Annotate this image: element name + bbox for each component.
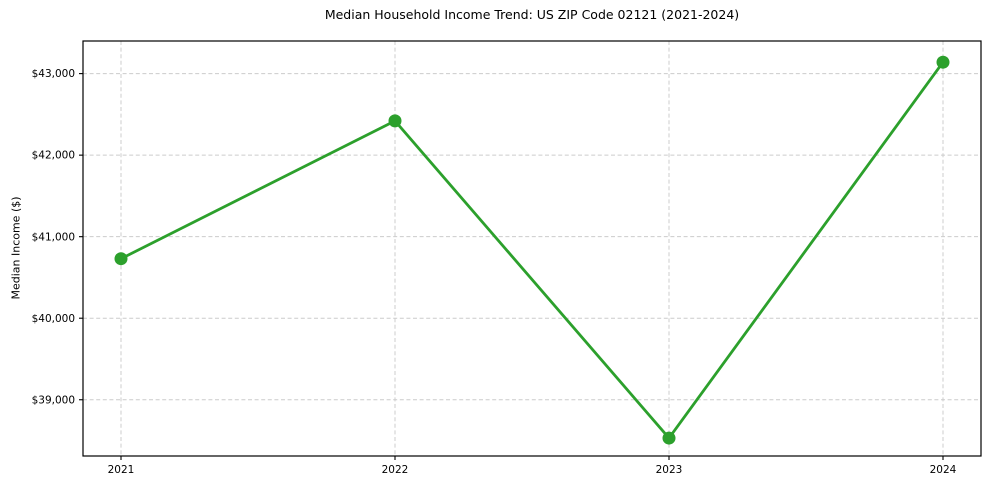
plot-frame xyxy=(82,40,982,457)
data-point-2021 xyxy=(114,252,128,266)
trend-line xyxy=(119,60,945,440)
x-tick-label: 2024 xyxy=(930,464,957,476)
x-tick-label: 2021 xyxy=(108,464,135,476)
y-tick-label: $39,000 xyxy=(32,394,75,406)
data-point-2023 xyxy=(662,431,676,445)
data-point-2024 xyxy=(936,55,950,69)
data-point-2022 xyxy=(388,114,402,128)
chart-title: Median Household Income Trend: US ZIP Co… xyxy=(324,7,740,22)
x-tick-label: 2023 xyxy=(656,464,683,476)
y-tick-label: $43,000 xyxy=(32,68,75,80)
y-tick-label: $40,000 xyxy=(32,313,75,325)
y-axis-label: Median Income ($) xyxy=(9,196,23,300)
x-tick-label: 2022 xyxy=(382,464,409,476)
y-tick-label: $41,000 xyxy=(32,231,75,243)
y-tick-label: $42,000 xyxy=(32,150,75,162)
